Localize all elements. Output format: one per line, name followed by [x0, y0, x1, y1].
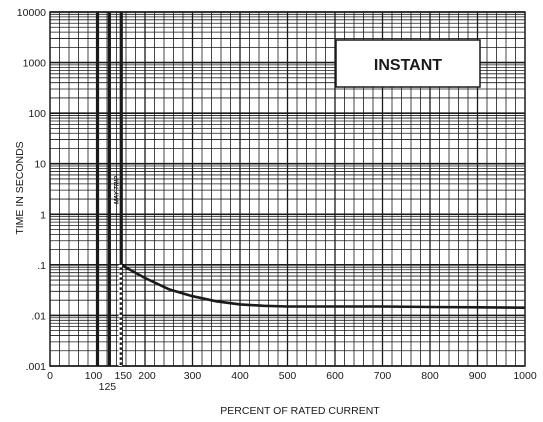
- x-tick-label: 900: [469, 370, 487, 382]
- x-tick-label: 600: [326, 370, 344, 382]
- trip-curve: [118, 263, 526, 366]
- y-axis-label: TIME IN SECONDS: [14, 141, 26, 234]
- may-trip-label: MAY TRIP: [115, 175, 121, 204]
- y-tick-label: 1000: [23, 58, 47, 70]
- y-tick-label: 10000: [17, 7, 46, 19]
- y-tick-label: .01: [31, 310, 46, 322]
- x-axis-label: PERCENT OF RATED CURRENT: [220, 405, 380, 417]
- plot-frame: [49, 11, 526, 367]
- x-tick-label-125: 125: [99, 381, 117, 393]
- x-tick-label: 300: [184, 370, 202, 382]
- instant-badge-label: INSTANT: [374, 57, 442, 74]
- y-tick-label: .001: [26, 361, 47, 373]
- instant-badge: INSTANT: [335, 39, 481, 88]
- y-tick-label: 10: [34, 159, 46, 171]
- x-tick-label: 200: [138, 370, 156, 382]
- y-tick-labels: .001 .01 .1 1 10 100 1000 10000: [17, 7, 46, 373]
- x-tick-label: 0: [47, 370, 53, 382]
- y-tick-label: 100: [28, 108, 46, 120]
- x-tick-label: 150: [114, 370, 132, 382]
- x-tick-label: 1000: [513, 370, 537, 382]
- x-tick-label: 800: [421, 370, 439, 382]
- instant-badge-box: [335, 39, 481, 88]
- y-tick-label: .1: [37, 260, 46, 272]
- trip-curve-line: [120, 263, 526, 309]
- x-tick-label: 100: [85, 370, 103, 382]
- x-tick-labels: 0 100 150 200 300 400 500 600 700 800 900 1000 125: [47, 370, 537, 393]
- y-tick-label: 1: [40, 209, 46, 221]
- x-tick-label: 500: [279, 370, 297, 382]
- x-tick-label: 400: [231, 370, 249, 382]
- x-tick-label: 700: [374, 370, 392, 382]
